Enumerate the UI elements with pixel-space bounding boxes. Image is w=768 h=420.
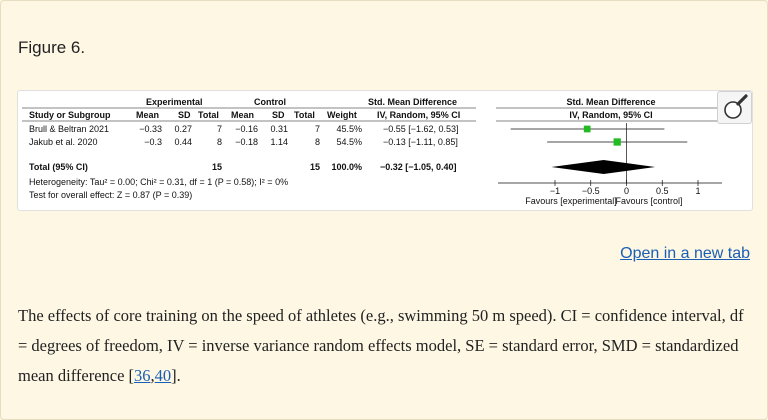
plot-header-method: IV, Random, 95% CI [569,110,652,120]
study-marker [583,125,591,133]
x-tick-label: −0.5 [582,186,600,196]
study-weight: 54.5% [336,137,362,147]
study-ctl-mean: −0.16 [235,124,258,134]
study-name: Brull & Beltran 2021 [29,124,109,134]
study-ctl-mean: −0.18 [235,137,258,147]
study-ctl-sd: 0.31 [270,124,288,134]
plot-header-title: Std. Mean Difference [566,97,655,107]
col-exp-sd: SD [178,110,191,120]
col-ctl-sd: SD [272,110,285,120]
total-label: Total (95% CI) [29,162,88,172]
study-ctl-sd: 1.14 [270,137,288,147]
study-exp-mean: −0.33 [139,124,162,134]
x-tick-label: −1 [550,186,560,196]
overall-effect-text: Test for overall effect: Z = 0.87 (P = 0… [29,190,192,200]
study-exp-mean: −0.3 [144,137,162,147]
total-ctl: 15 [310,162,320,172]
total-ci: −0.32 [−1.05, 0.40] [380,162,457,172]
figure-caption: The effects of core training on the spee… [18,301,753,391]
caption-text: The effects of core training on the spee… [18,306,744,385]
study-exp-sd: 0.44 [174,137,192,147]
pooled-diamond [551,160,656,174]
study-ci: −0.55 [−1.62, 0.53] [383,124,459,134]
col-ctl-total: Total [294,110,315,120]
heterogeneity-text: Heterogeneity: Tau² = 0.00; Chi² = 0.31,… [29,177,288,187]
study-weight: 45.5% [336,124,362,134]
total-weight: 100.0% [331,162,362,172]
magnifier-icon [724,94,748,119]
citation-link-36[interactable]: 36 [134,366,151,385]
study-ctl-total: 8 [315,137,320,147]
col-exp-mean: Mean [136,110,159,120]
forest-plot-svg: Experimental Control Std. Mean Differenc… [22,97,722,206]
x-tick-label: 0 [624,186,629,196]
study-exp-sd: 0.27 [174,124,192,134]
study-name: Jakub et al. 2020 [29,137,98,147]
col-exp-total: Total [198,110,219,120]
study-exp-total: 8 [217,137,222,147]
study-ci: −0.13 [−1.11, 0.85] [383,137,458,147]
x-tick-label: 1 [695,186,700,196]
header-control: Control [254,97,286,107]
citation-link-40[interactable]: 40 [154,366,172,385]
study-ctl-total: 7 [315,124,320,134]
zoom-button[interactable] [717,91,752,124]
header-smd: Std. Mean Difference [368,97,457,107]
caption-end: ]. [171,366,181,385]
total-exp: 15 [212,162,222,172]
forest-plot-area: −1 −0.5 0 0.5 1 [498,123,722,196]
forest-plot-figure[interactable]: Experimental Control Std. Mean Differenc… [17,90,753,211]
favours-experimental: Favours [experimental] [525,196,617,206]
study-exp-total: 7 [217,124,222,134]
favours-control: Favours [control] [615,196,682,206]
study-marker [613,138,621,146]
header-experimental: Experimental [146,97,203,107]
x-tick-label: 0.5 [656,186,669,196]
caption-separator: , [150,366,155,385]
col-method: IV, Random, 95% CI [377,110,460,120]
figure-title: Figure 6. [18,38,86,57]
col-study: Study or Subgroup [29,110,111,120]
col-ctl-mean: Mean [231,110,254,120]
open-in-new-tab-link[interactable]: Open in a new tab [620,245,750,262]
col-weight: Weight [327,110,357,120]
